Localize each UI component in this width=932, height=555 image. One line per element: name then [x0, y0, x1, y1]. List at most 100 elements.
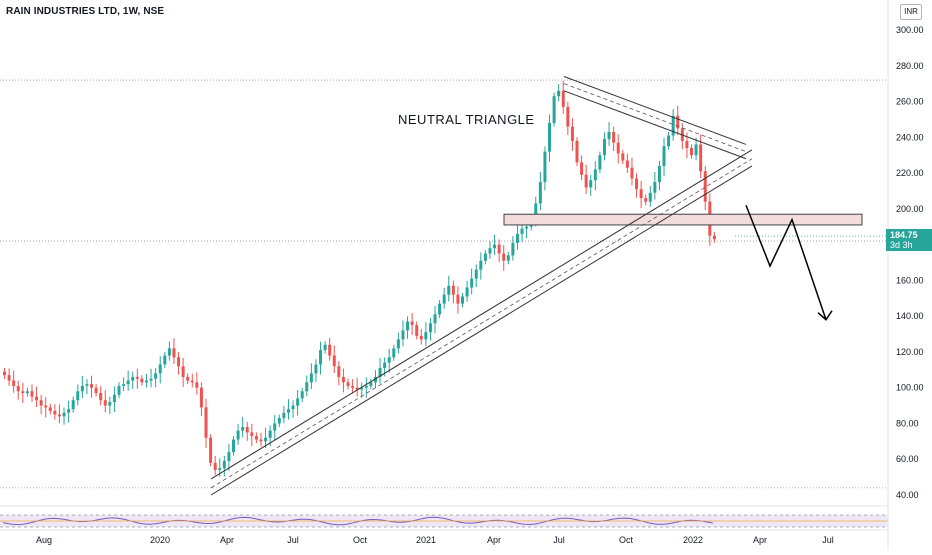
time-axis: Aug 2020 Apr Jul Oct 2021 Apr Jul Oct 2022 Apr Jul	[0, 529, 888, 545]
candle-body	[671, 115, 675, 136]
candle-body	[451, 285, 455, 295]
candle-body	[378, 368, 382, 377]
candle-body	[433, 314, 437, 324]
candle-body	[515, 233, 519, 243]
candle-body	[657, 165, 661, 183]
candle-body	[598, 155, 602, 170]
candle-body	[470, 278, 474, 288]
candle-body	[39, 400, 43, 406]
candle-body	[419, 335, 423, 340]
candle-body	[53, 410, 57, 415]
candle-body	[337, 366, 341, 377]
price-tick-label: 100.00	[896, 383, 924, 393]
price-tick-label: 280.00	[896, 61, 924, 71]
candle-body	[131, 376, 135, 381]
candle-body	[236, 430, 240, 440]
candle-body	[557, 90, 561, 97]
price-tick-label: 160.00	[896, 275, 924, 285]
price-tick-label: 260.00	[896, 97, 924, 107]
candle-body	[699, 144, 703, 172]
candle-body	[181, 366, 185, 377]
candle-body	[373, 376, 377, 383]
candle-body	[254, 435, 258, 440]
candle-body	[245, 427, 249, 433]
candle-body	[644, 198, 648, 202]
candle-body	[332, 355, 336, 367]
candle-body	[16, 385, 20, 392]
candle-body	[465, 287, 469, 297]
drawings: NEUTRAL TRIANGLE	[210, 76, 888, 496]
ascending-trendline-lower	[210, 165, 753, 496]
rsi-line	[2, 516, 713, 526]
candle-body	[7, 375, 11, 381]
price-tick-label: 60.00	[896, 454, 919, 464]
time-tick-label: Apr	[753, 535, 767, 545]
currency-button[interactable]: INR	[900, 4, 922, 20]
candle-body	[616, 142, 620, 154]
candle-body	[140, 378, 144, 383]
candle-body	[694, 144, 698, 156]
candle-body	[172, 348, 176, 358]
rsi-pane	[0, 514, 888, 528]
candle-body	[548, 123, 552, 152]
time-tick-label: Oct	[353, 535, 368, 545]
candle-body	[319, 350, 323, 365]
price-axis: 300.00280.00260.00240.00220.00200.00180.…	[887, 0, 924, 550]
candle-body	[209, 437, 213, 463]
projection-path	[745, 204, 827, 320]
candle-body	[630, 167, 634, 179]
candle-body	[369, 382, 373, 386]
candle-body	[154, 373, 158, 379]
candle-body	[447, 285, 451, 295]
candle-body	[410, 321, 414, 326]
candle-body	[625, 160, 629, 168]
time-tick-label: Apr	[487, 535, 501, 545]
time-tick-label: Aug	[36, 535, 52, 545]
price-tick-label: 300.00	[896, 25, 924, 35]
candle-body	[62, 412, 66, 417]
candle-body	[341, 376, 345, 383]
candle-body	[424, 332, 428, 340]
candle-body	[461, 296, 464, 304]
candle-body	[85, 384, 89, 386]
candle-body	[144, 380, 148, 383]
candle-body	[190, 380, 194, 383]
candle-body	[48, 407, 52, 411]
time-tick-label: 2020	[150, 535, 170, 545]
candle-body	[296, 398, 300, 406]
candle-body	[580, 162, 584, 175]
candle-body	[71, 400, 75, 410]
candle-body	[195, 382, 199, 388]
bar-countdown: 3d 3h	[890, 240, 913, 250]
candle-body	[685, 140, 689, 149]
candle-body	[25, 391, 29, 394]
candle-body	[218, 468, 222, 470]
candle-body	[167, 348, 171, 356]
candle-body	[250, 432, 254, 436]
candle-body	[346, 382, 350, 386]
candle-body	[575, 140, 579, 163]
candle-body	[543, 151, 547, 183]
candle-body	[177, 357, 181, 367]
time-tick-label: Apr	[220, 535, 234, 545]
candle-body	[126, 380, 130, 385]
candle-body	[117, 385, 121, 395]
candle-body	[57, 414, 61, 417]
candle-body	[474, 269, 478, 279]
candle-body	[584, 174, 588, 188]
candle-body	[309, 373, 313, 383]
candle-body	[199, 387, 203, 408]
descending-trendline-lower	[563, 90, 747, 160]
candle-body	[21, 391, 25, 394]
candle-body	[488, 248, 492, 254]
candle-body	[607, 131, 611, 140]
time-tick-label: Oct	[619, 535, 634, 545]
candle-body	[612, 131, 616, 143]
candle-body	[428, 323, 432, 333]
last-price-value: 184.75	[890, 230, 918, 240]
projection-arrowhead	[817, 310, 833, 321]
candle-body	[383, 362, 387, 369]
candle-body	[483, 253, 487, 261]
